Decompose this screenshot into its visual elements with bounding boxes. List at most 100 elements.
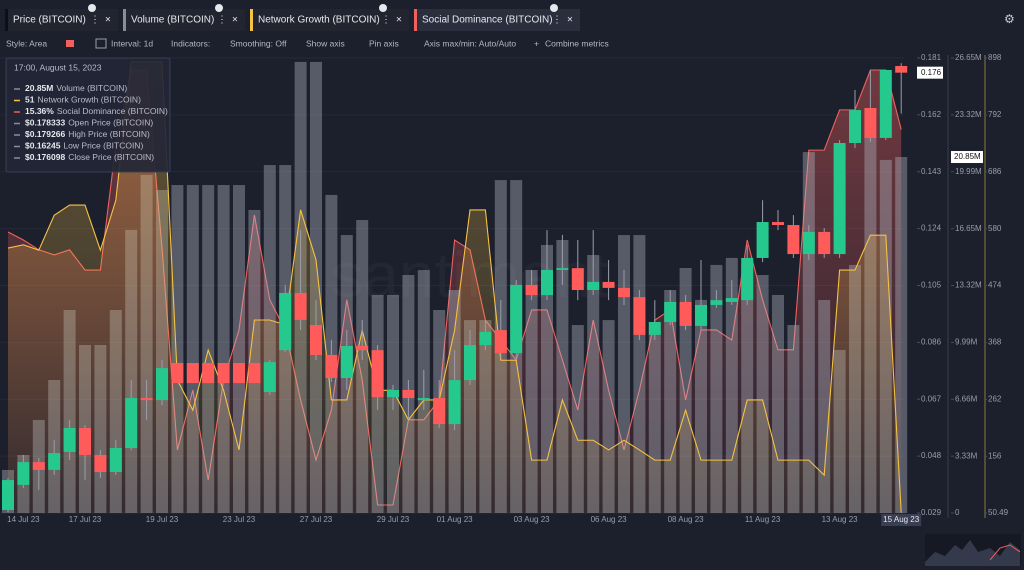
tab-menu[interactable]: ⋮ [552, 15, 562, 26]
y-tick-label: 898 [988, 53, 1002, 62]
tab-icon [88, 4, 96, 12]
tab-background [5, 9, 118, 31]
tab-label: Social Dominance (BITCOIN) [422, 15, 553, 26]
candle-body [109, 448, 122, 472]
y-tick-label: 3.33M [955, 451, 978, 460]
tab-close[interactable]: × [232, 15, 238, 26]
candle-body [433, 398, 446, 425]
candle-body [864, 107, 877, 138]
tab-color-bar [414, 9, 417, 31]
settings-icon[interactable]: ⚙ [1004, 12, 1015, 26]
x-tick-label: 06 Aug 23 [591, 515, 628, 524]
navigator[interactable] [925, 534, 1021, 566]
candle-body [510, 284, 523, 354]
metric-tab[interactable]: Volume (BITCOIN) ⋮ × [123, 4, 245, 31]
y-tick-label: 0.162 [921, 110, 942, 119]
candle-body [494, 330, 507, 354]
toolbar-item[interactable]: Indicators: [171, 38, 210, 48]
color-swatch[interactable] [66, 40, 74, 47]
tooltip-row: 15.36% Social Dominance (BITCOIN) [25, 106, 168, 116]
tab-color-bar [123, 9, 126, 31]
tab-menu[interactable]: ⋮ [381, 15, 391, 26]
tab-label: Volume (BITCOIN) [131, 15, 214, 26]
toolbar-item[interactable]: Show axis [306, 38, 345, 48]
candle-body [849, 110, 861, 144]
y-tick-label: 0 [955, 508, 960, 517]
tooltip-name: Low Price (BITCOIN) [63, 141, 143, 151]
volume-bar [895, 157, 908, 513]
candle-body [633, 297, 646, 335]
candle-body [587, 281, 600, 290]
metric-tab[interactable]: Price (BITCOIN) ⋮ × [5, 4, 118, 31]
tooltip-name: Social Dominance (BITCOIN) [57, 106, 168, 116]
x-tick-label: 23 Jul 23 [223, 515, 256, 524]
y-tick-label: 26.65M [955, 53, 982, 62]
y-tick-label: 13.32M [955, 281, 982, 290]
y-tick-label: 792 [988, 110, 1002, 119]
x-tick-label: 01 Aug 23 [437, 515, 474, 524]
candle-body [294, 292, 307, 320]
candle-body [648, 322, 661, 335]
candle-body [202, 363, 215, 384]
candle-body [171, 363, 184, 384]
candle-body [895, 65, 908, 73]
tab-close[interactable]: × [567, 15, 573, 26]
toolbar-item[interactable]: Interval: 1d [111, 38, 153, 48]
y-tick-label: 0.086 [921, 337, 942, 346]
tab-menu[interactable]: ⋮ [90, 15, 100, 26]
candle-body [79, 427, 91, 455]
tooltip-value: $0.178333 [25, 118, 65, 128]
y-tick-label: 474 [988, 281, 1002, 290]
x-tick-label: 15 Aug 23 [883, 515, 920, 524]
candle-body [818, 231, 831, 255]
x-tick-label: 29 Jul 23 [377, 515, 410, 524]
candle-body [371, 350, 384, 398]
toolbar-item[interactable]: Smoothing: Off [230, 38, 287, 48]
candle-body [63, 427, 76, 452]
x-tick-label: 19 Jul 23 [146, 515, 179, 524]
candle-body [279, 292, 292, 351]
y-tick-label: 0.124 [921, 224, 942, 233]
candle-body [2, 480, 14, 511]
candle-body [325, 354, 338, 378]
tooltip-name: Network Growth (BITCOIN) [37, 95, 141, 105]
tab-color-bar [5, 9, 8, 31]
toolbar-item[interactable]: Axis max/min: Auto/Auto [424, 38, 516, 48]
tooltip-name: Open Price (BITCOIN) [68, 118, 153, 128]
candle-body [17, 462, 30, 485]
candle-body [464, 345, 476, 381]
tab-background [123, 9, 245, 31]
volume-bar [710, 264, 723, 513]
candle-body [802, 231, 815, 255]
candle-body [772, 222, 784, 226]
area-fill [8, 70, 902, 513]
candle-body [479, 331, 492, 346]
candle-body [695, 304, 707, 326]
tab-close[interactable]: × [396, 15, 402, 26]
metric-tab[interactable]: Social Dominance (BITCOIN) ⋮ × [414, 4, 580, 31]
tab-close[interactable]: × [105, 15, 111, 26]
candle-body [833, 143, 846, 255]
toolbar-item[interactable]: Style: Area [6, 38, 47, 48]
candle-body [402, 389, 415, 399]
y-tick-label: 6.66M [955, 394, 978, 403]
candle-body [94, 454, 107, 472]
candle-body [879, 69, 892, 138]
metric-tabs: Price (BITCOIN) ⋮ × Volume (BITCOIN) ⋮ × Netwo… [5, 4, 580, 31]
y-tick-label: 0.048 [921, 451, 942, 460]
candle-body [48, 453, 61, 470]
tooltip-name: High Price (BITCOIN) [68, 129, 150, 139]
candle-body [556, 268, 569, 270]
candle-body [541, 269, 553, 296]
candle-body [725, 298, 738, 302]
candle-body [32, 462, 45, 470]
metric-tab[interactable]: Network Growth (BITCOIN) ⋮ × [250, 4, 409, 31]
x-label-highlight [881, 514, 922, 526]
x-tick-label: 03 Aug 23 [514, 515, 551, 524]
plot-area [0, 57, 908, 514]
tab-menu[interactable]: ⋮ [217, 15, 227, 26]
toolbar-item[interactable]: Combine metrics [545, 38, 609, 48]
toolbar-item[interactable]: Pin axis [369, 38, 399, 48]
x-tick-label: 27 Jul 23 [300, 515, 333, 524]
